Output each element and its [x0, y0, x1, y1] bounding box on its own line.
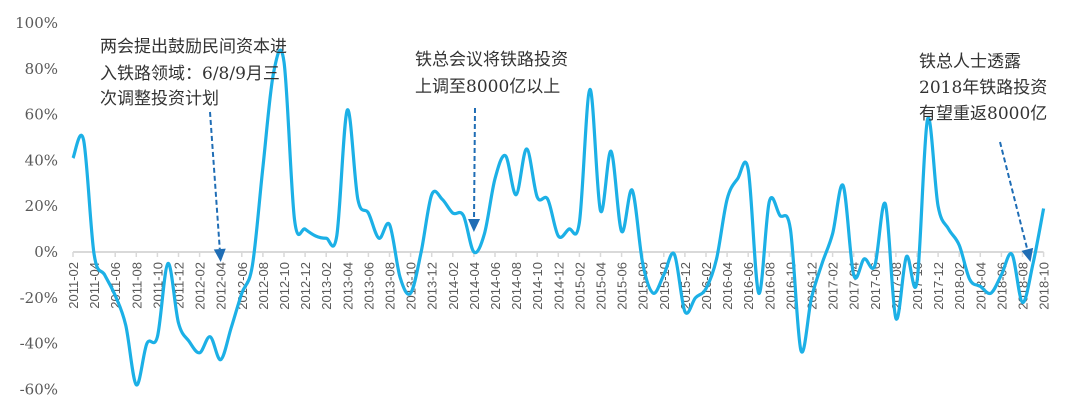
y-tick-label: -60%: [20, 380, 58, 398]
x-tick-label: 2015-02: [572, 262, 587, 310]
x-tick-label: 2014-04: [467, 262, 482, 310]
x-tick-label: 2012-02: [193, 262, 208, 310]
annotation-2-line-2: 上调至8000亿以上: [415, 77, 560, 97]
annotation-1-line-1: 两会提出鼓励民间资本进: [100, 37, 287, 57]
x-tick-label: 2016-12: [805, 262, 820, 310]
x-tick-label: 2011-08: [129, 262, 144, 309]
x-tick-label: 2014-10: [530, 262, 545, 310]
annotation-2-line-1: 铁总会议将铁路投资: [415, 50, 568, 70]
x-tick-label: 2012-10: [277, 262, 292, 310]
x-tick-label: 2014-06: [488, 262, 503, 310]
annotation-1-line-2: 入铁路领域：6/8/9月三: [100, 64, 280, 84]
x-tick-label: 2015-06: [615, 262, 630, 310]
x-tick-label: 2013-06: [361, 262, 376, 310]
x-tick-label: 2011-02: [66, 262, 81, 309]
y-tick-label: 60%: [25, 106, 58, 124]
x-tick-label: 2018-10: [1037, 262, 1052, 310]
x-tick-label: 2018-02: [952, 262, 967, 310]
x-tick-label: 2017-12: [931, 262, 946, 310]
x-tick-label: 2016-06: [741, 262, 756, 310]
x-tick-label: 2017-06: [868, 262, 883, 310]
y-tick-label: 100%: [15, 14, 58, 32]
x-tick-label: 2017-02: [826, 262, 841, 310]
x-tick-label: 2015-04: [594, 262, 609, 310]
annotation-3-line-3: 有望重返8000亿: [919, 104, 1047, 124]
x-tick-label: 2013-08: [383, 262, 398, 310]
annotation-arrow-line: [209, 111, 221, 250]
annotation-arrow-line: [999, 141, 1029, 250]
x-tick-label: 2011-04: [87, 262, 102, 309]
x-tick-label: 2016-04: [720, 262, 735, 310]
series-line: [71, 48, 1046, 387]
arrow-head-icon: [468, 218, 481, 232]
y-tick-label: -40%: [20, 335, 58, 353]
x-tick-label: 2013-02: [319, 262, 334, 310]
y-tick-label: -20%: [20, 289, 58, 307]
x-tick-label: 2014-08: [509, 262, 524, 310]
x-tick-label: 2015-08: [636, 262, 651, 310]
arrow-head-icon: [1021, 247, 1034, 262]
series-layer: [71, 48, 1046, 387]
annotation-arrows: [209, 107, 1034, 262]
y-tick-label: 40%: [25, 151, 58, 169]
x-tick-label: 2012-06: [235, 262, 250, 310]
annotation-1-line-3: 次调整投资计划: [100, 89, 219, 109]
x-tick-label: 2015-10: [657, 262, 672, 310]
x-tick-label: 2016-08: [762, 262, 777, 310]
y-tick-label: 80%: [25, 60, 58, 78]
x-tick-label: 2014-12: [551, 262, 566, 310]
x-tick-label: 2012-08: [256, 262, 271, 310]
x-tick-label: 2012-12: [298, 262, 313, 310]
x-tick-label: 2011-06: [108, 262, 123, 309]
x-tick-label: 2018-06: [994, 262, 1009, 310]
arrow-head-icon: [213, 248, 226, 262]
y-tick-label: 20%: [25, 197, 58, 215]
annotation-3-line-2: 2018年铁路投资: [919, 78, 1047, 98]
x-tick-label: 2013-10: [404, 262, 419, 310]
annotation-arrow-line: [473, 107, 476, 220]
y-axis: 100% 80% 60% 40% 20% 0% -20% -40% -60%: [15, 14, 58, 398]
x-tick-label: 2012-04: [214, 262, 229, 310]
x-tick-label: 2013-04: [340, 262, 355, 310]
x-tick-label: 2014-02: [446, 262, 461, 310]
y-tick-label: 0%: [34, 243, 58, 261]
annotation-3-line-1: 铁总人士透露: [919, 52, 1021, 72]
x-tick-label: 2013-12: [425, 262, 440, 310]
